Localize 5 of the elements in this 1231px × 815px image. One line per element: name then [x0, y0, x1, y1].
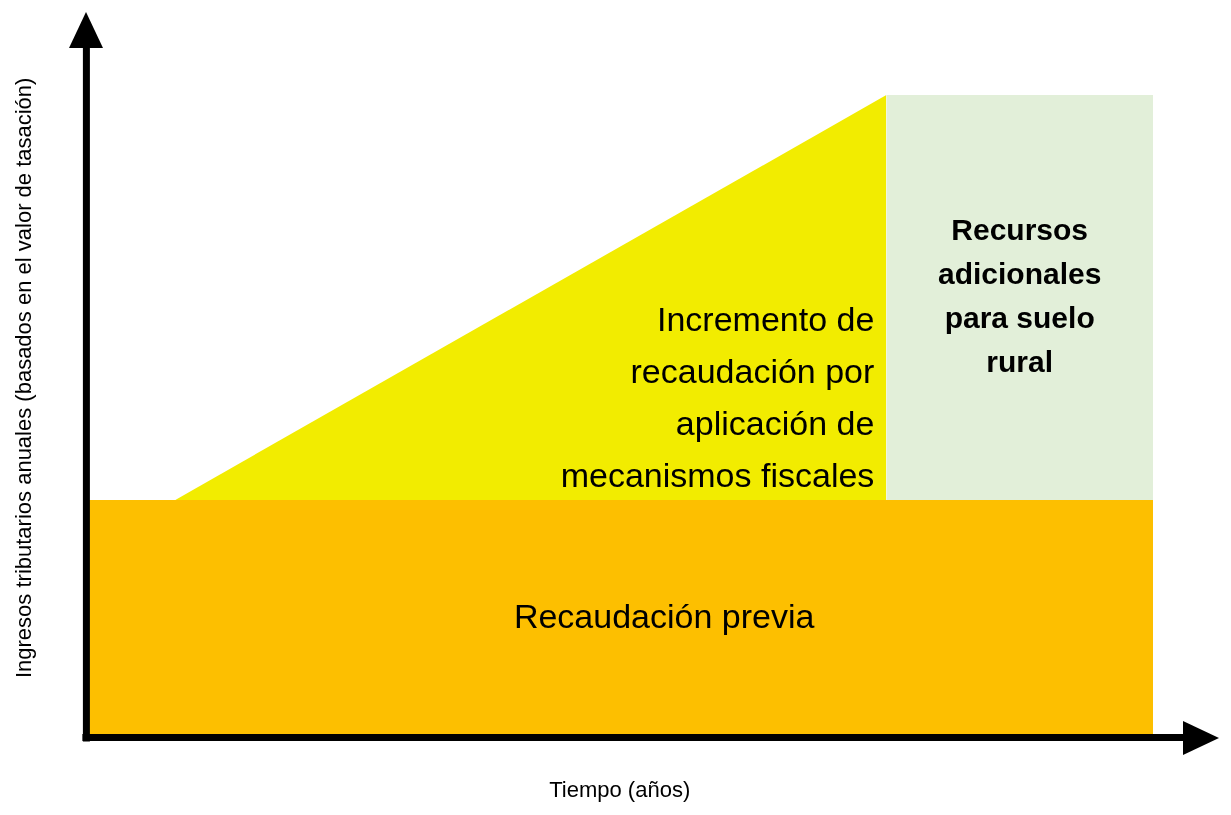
series-label: Recursos adicionales para suelo rural	[937, 212, 1102, 378]
x-axis-title: Tiempo (años)	[549, 776, 691, 802]
y-axis-title: Ingresos tributarios anuales (basados en el valor de tasación)	[11, 77, 37, 679]
series-label: Recaudación previa	[513, 597, 815, 636]
series-label: Incremento de recaudación por aplicación de mecanismos fiscales	[560, 300, 875, 495]
